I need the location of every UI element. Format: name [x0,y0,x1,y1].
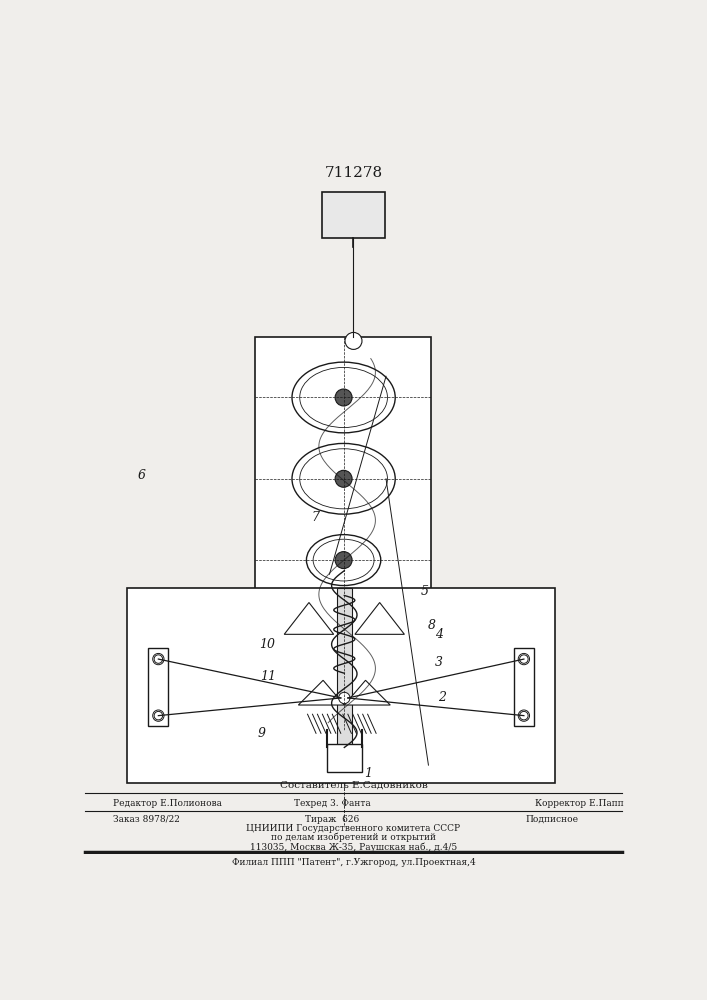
Circle shape [153,710,164,721]
Text: Редактор Е.Полионова: Редактор Е.Полионова [113,799,222,808]
Text: Подписное: Подписное [525,815,578,824]
Circle shape [520,655,528,663]
Circle shape [518,653,530,665]
Text: ЦНИИПИ Государственного комитета СССР: ЦНИИПИ Государственного комитета СССР [247,824,460,833]
Text: 8: 8 [428,619,436,632]
Text: 3: 3 [435,656,443,669]
Text: 1: 1 [364,767,372,780]
Text: 7: 7 [311,511,319,524]
Bar [127,588,555,783]
Circle shape [520,711,528,720]
Text: 5: 5 [421,585,428,598]
Bar [148,648,168,726]
Text: Тираж  626: Тираж 626 [305,815,359,824]
Text: 10: 10 [259,638,276,651]
Circle shape [339,692,350,704]
Text: Филиал ППП "Патент", г.Ужгород, ул.Проектная,4: Филиал ППП "Патент", г.Ужгород, ул.Проек… [232,858,475,867]
Text: по делам изобретений и открытий: по делам изобретений и открытий [271,833,436,842]
Circle shape [345,332,362,349]
Polygon shape [284,603,334,634]
Text: 6: 6 [138,469,146,482]
Text: Составитель Е.Садовников: Составитель Е.Садовников [280,781,427,790]
Circle shape [154,711,163,720]
Bar [327,744,362,772]
Text: Техред 3. Фанта: Техред 3. Фанта [294,799,370,808]
Circle shape [335,389,352,406]
Text: 9: 9 [258,727,266,740]
Text: 113035, Москва Ж-35, Раушская наб., д.4/5: 113035, Москва Ж-35, Раушская наб., д.4/… [250,842,457,852]
Bar [514,648,534,726]
Circle shape [153,653,164,665]
Text: Заказ 8978/22: Заказ 8978/22 [113,815,180,824]
Polygon shape [344,680,390,705]
Circle shape [154,655,163,663]
Text: 711278: 711278 [325,166,382,180]
Text: Корректор Е.Папп: Корректор Е.Папп [535,799,624,808]
Circle shape [518,710,530,721]
Bar [255,337,431,730]
Text: 4: 4 [435,628,443,641]
Circle shape [335,470,352,487]
Polygon shape [298,680,344,705]
Text: 2: 2 [438,691,446,704]
Text: 11: 11 [260,670,276,683]
Circle shape [335,552,352,569]
Bar [337,588,352,769]
Polygon shape [355,603,404,634]
Bar [322,192,385,238]
